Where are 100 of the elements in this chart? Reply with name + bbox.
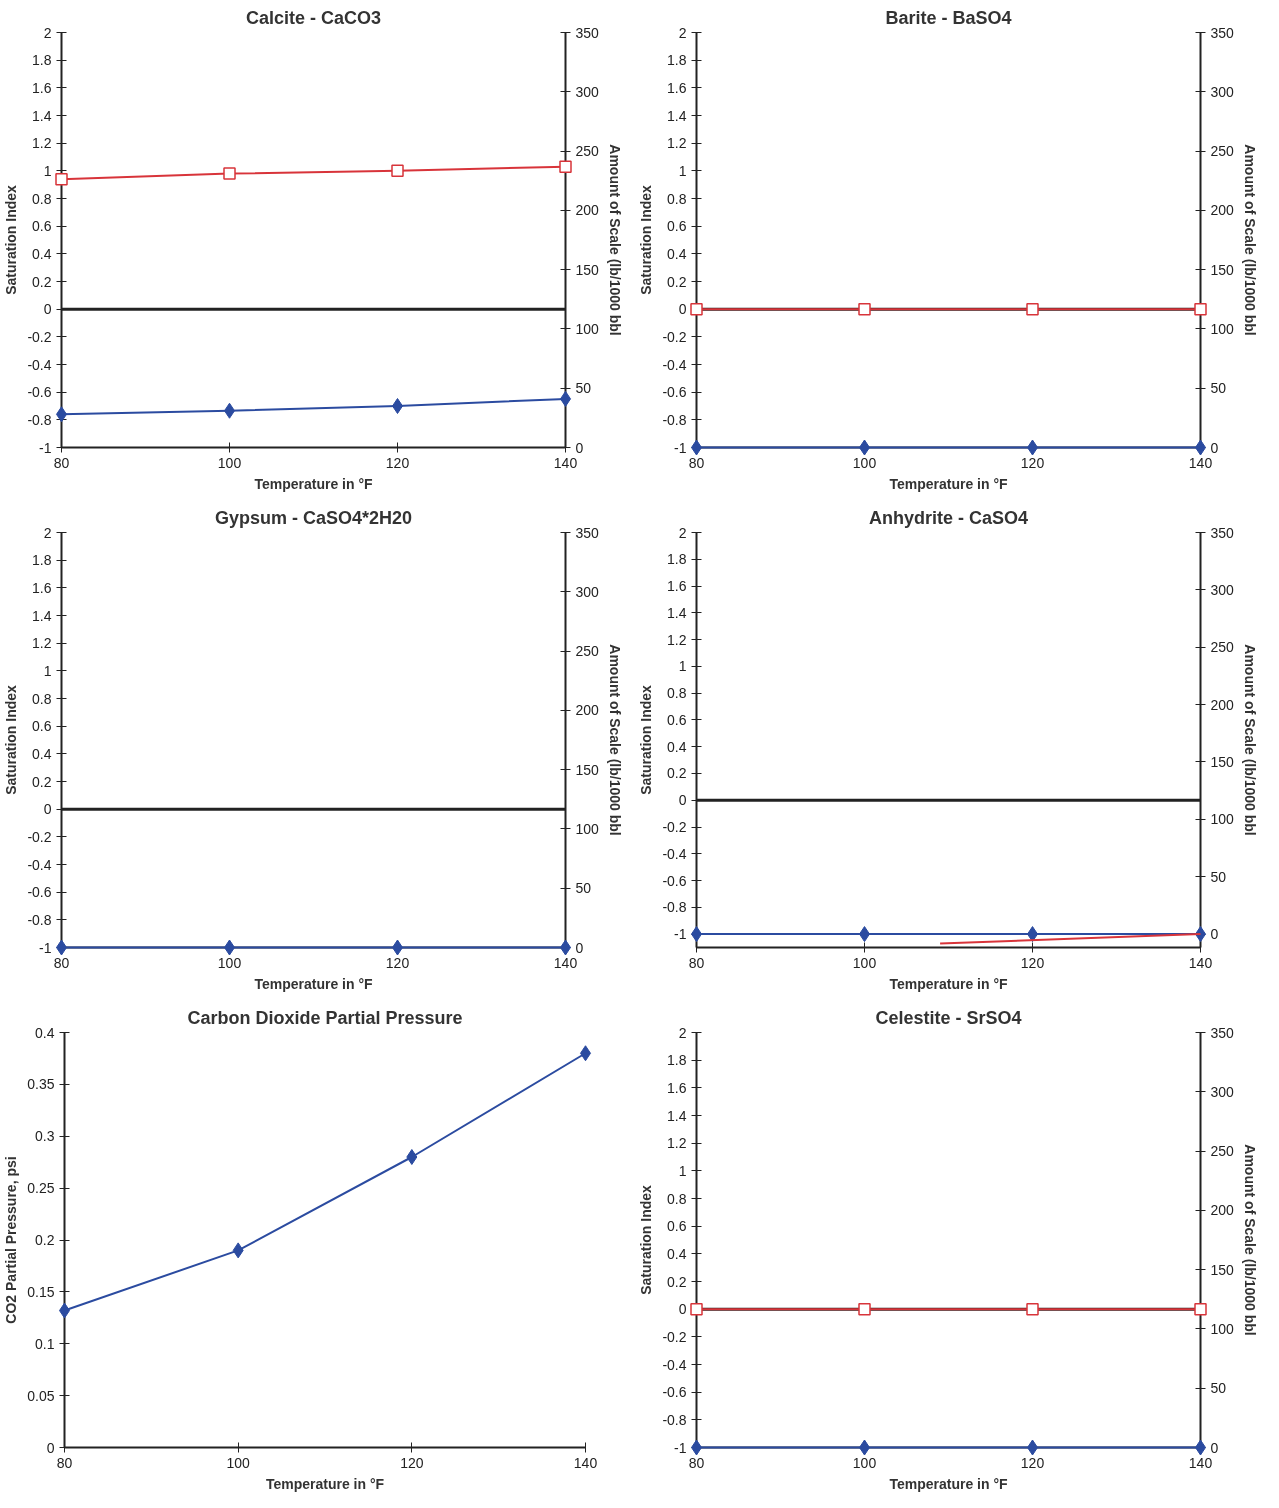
x-tick-label: 80 <box>688 954 705 971</box>
y-tick-label: 0 <box>43 801 52 818</box>
y2-tick-label: 200 <box>1210 202 1235 219</box>
y-tick-label: 1.4 <box>667 604 687 621</box>
y2-tick-label: 50 <box>575 380 592 397</box>
y-tick-label: 1.6 <box>667 578 687 595</box>
y-tick-label: 1.2 <box>667 135 687 152</box>
x-tick-label: 100 <box>217 954 242 971</box>
y-tick-label: 0.2 <box>667 1273 687 1290</box>
y2-tick-label: 300 <box>575 583 600 600</box>
x-tick-label: 100 <box>852 1454 877 1471</box>
x-axis-title: Temperature in °F <box>254 475 374 492</box>
y-tick-label: 1.6 <box>667 79 687 96</box>
y2-tick-label: 200 <box>1210 696 1235 713</box>
y-tick-label: -0.8 <box>27 911 52 928</box>
x-tick-label: 80 <box>56 1454 73 1471</box>
y-tick-label: -1 <box>674 1439 687 1456</box>
x-axis-title: Temperature in °F <box>889 475 1009 492</box>
y-tick-label: 0 <box>678 1301 687 1318</box>
y2-tick-label: 150 <box>575 261 600 278</box>
y2-tick-label: 200 <box>575 202 600 219</box>
x-tick-label: 120 <box>1020 454 1045 471</box>
y-tick-label: -0.8 <box>27 411 52 428</box>
y-tick-label: 0.4 <box>667 245 687 262</box>
y-tick-label: 2 <box>43 524 52 541</box>
y-tick-label: 0.4 <box>32 245 52 262</box>
y-axis-title: Saturation Index <box>638 184 655 295</box>
y-tick-label: -0.4 <box>27 856 52 873</box>
y2-tick-label: 50 <box>1210 380 1227 397</box>
y-tick-label: -0.4 <box>662 845 687 862</box>
y-tick-label: 0 <box>678 792 687 809</box>
y2-tick-label: 50 <box>575 880 592 897</box>
x-axis-title: Temperature in °F <box>889 975 1009 992</box>
chart-title: Celestite - SrSO4 <box>875 1007 1022 1028</box>
y-tick-label: 1.4 <box>32 107 52 124</box>
y2-tick-label: 0 <box>575 939 584 956</box>
y2-tick-label: 100 <box>1210 1320 1235 1337</box>
y-tick-label: 2 <box>43 24 52 41</box>
y2-tick-label: 250 <box>575 143 600 160</box>
y-tick-label: 1.8 <box>667 1052 687 1069</box>
y2-tick-label: 0 <box>1210 439 1219 456</box>
y-tick-label: 1.2 <box>667 631 687 648</box>
y-tick-label: 1.2 <box>32 135 52 152</box>
y2-tick-label: 100 <box>1210 320 1235 337</box>
y-tick-label: 0.05 <box>27 1387 55 1404</box>
y2-tick-label: 150 <box>575 761 600 778</box>
chart-title: Gypsum - CaSO4*2H20 <box>214 507 413 528</box>
x-tick-label: 140 <box>1188 954 1213 971</box>
y-tick-label: 0.2 <box>32 273 52 290</box>
y-tick-label: -0.4 <box>662 1356 687 1373</box>
y-tick-label: 0 <box>46 1439 55 1456</box>
x-tick-label: 80 <box>53 954 70 971</box>
x-tick-label: 80 <box>688 454 705 471</box>
y-tick-label: 0.6 <box>667 1218 687 1235</box>
y2-tick-label: 200 <box>1210 1202 1235 1219</box>
y-tick-label: -0.6 <box>662 1384 687 1401</box>
y-tick-label: 0 <box>43 301 52 318</box>
y-tick-label: 1.6 <box>32 579 52 596</box>
y-tick-label: 1.6 <box>667 1079 687 1096</box>
y-tick-label: 2 <box>678 1024 687 1041</box>
y2-axis-title: Amount of Scale (lb/1000 bbl <box>1241 144 1258 336</box>
y2-tick-label: 250 <box>1210 1143 1235 1160</box>
y-tick-label: 0.3 <box>35 1128 55 1145</box>
y2-tick-label: 300 <box>1210 581 1235 598</box>
y-tick-label: 0.4 <box>35 1024 55 1041</box>
y-tick-label: 1.4 <box>667 1107 687 1124</box>
y-tick-label: -0.2 <box>27 328 52 345</box>
x-tick-label: 100 <box>852 454 877 471</box>
y2-tick-label: 300 <box>1210 83 1235 100</box>
y-tick-label: 0.6 <box>32 718 52 735</box>
y2-tick-label: 250 <box>1210 639 1235 656</box>
y2-axis-title: Amount of Scale (lb/1000 bbl <box>1241 1144 1258 1336</box>
x-tick-label: 120 <box>385 454 410 471</box>
y-tick-label: 0.6 <box>667 711 687 728</box>
y-tick-label: 0.15 <box>27 1283 55 1300</box>
y-tick-label: 1.4 <box>32 607 52 624</box>
y-tick-label: 1.8 <box>32 52 52 69</box>
y2-tick-label: 300 <box>575 83 600 100</box>
y-tick-label: 2 <box>678 524 687 541</box>
x-tick-label: 140 <box>1188 1454 1213 1471</box>
x-tick-label: 120 <box>385 954 410 971</box>
x-axis-title: Temperature in °F <box>889 1475 1009 1492</box>
y-tick-label: -1 <box>674 926 687 943</box>
y-tick-label: 1.8 <box>667 52 687 69</box>
y-tick-label: -1 <box>674 439 687 456</box>
y-tick-label: 0.2 <box>35 1232 55 1248</box>
y-axis-title: Saturation Index <box>638 1184 655 1295</box>
y-tick-label: 0.1 <box>35 1335 55 1352</box>
y-tick-label: -0.6 <box>662 872 687 889</box>
y-axis-title: Saturation Index <box>3 684 20 795</box>
y-tick-label: -0.2 <box>662 328 687 345</box>
y-tick-label: 1 <box>43 162 52 179</box>
y2-tick-label: 250 <box>1210 143 1235 160</box>
y2-tick-label: 250 <box>575 643 600 660</box>
y2-tick-label: 150 <box>1210 261 1235 278</box>
y-tick-label: -1 <box>39 439 52 456</box>
y2-tick-label: 100 <box>1210 811 1235 828</box>
y2-tick-label: 100 <box>575 320 600 337</box>
x-tick-label: 140 <box>553 454 578 471</box>
y-tick-label: 0.2 <box>32 773 52 790</box>
